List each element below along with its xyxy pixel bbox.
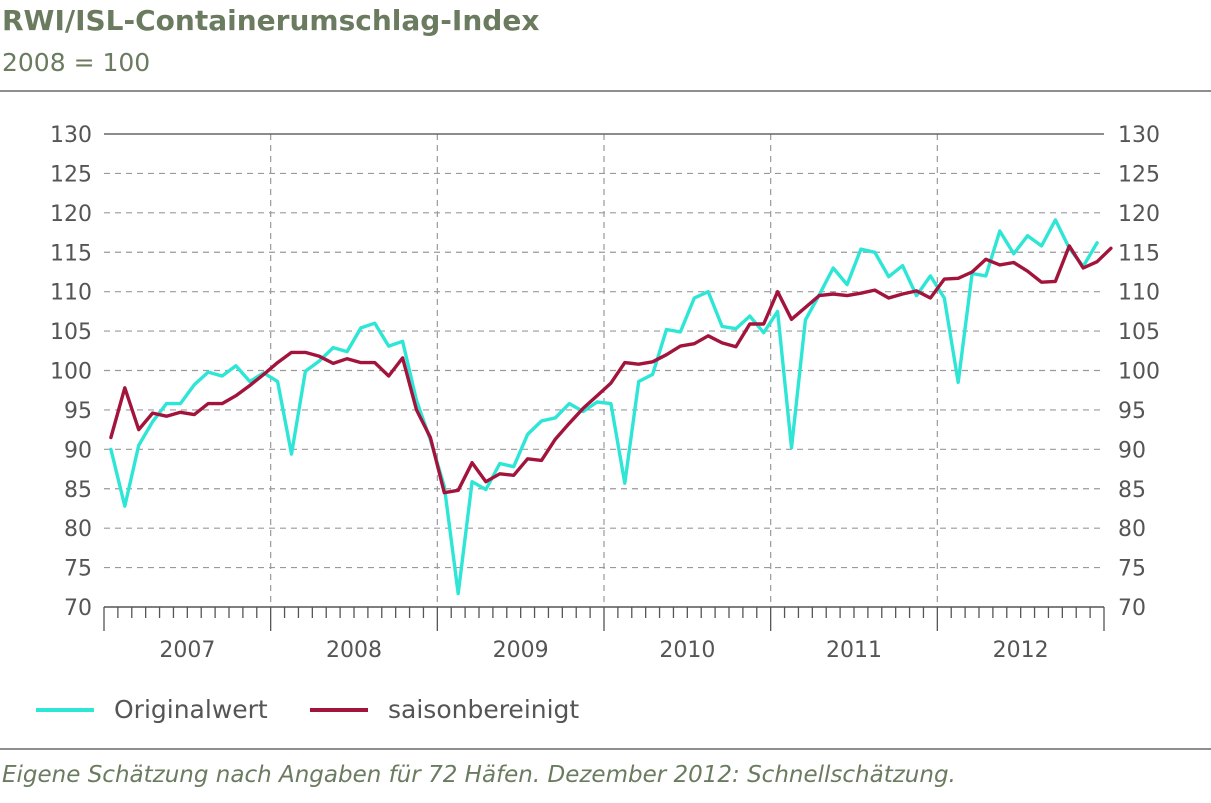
y-tick-label-left: 120 [50, 202, 92, 227]
y-tick-label-left: 125 [50, 162, 92, 187]
y-tick-label-right: 95 [1118, 399, 1146, 424]
source-note: Eigene Schätzung nach Angaben für 72 Häf… [2, 762, 956, 788]
y-tick-label-right: 120 [1118, 202, 1160, 227]
y-tick-label-right: 70 [1118, 596, 1146, 621]
x-tick-label: 2008 [326, 638, 382, 663]
y-tick-label-left: 130 [50, 123, 92, 148]
series-line-original [109, 218, 1099, 596]
x-tick-label: 2007 [159, 638, 215, 663]
y-tick-label-right: 90 [1118, 438, 1146, 463]
y-tick-label-right: 115 [1118, 241, 1160, 266]
y-tick-label-right: 125 [1118, 162, 1160, 187]
y-tick-label-left: 115 [50, 241, 92, 266]
bottom-divider [0, 748, 1211, 750]
y-tick-label-left: 90 [64, 438, 92, 463]
y-tick-label-left: 85 [64, 478, 92, 503]
series-line-saison [109, 244, 1113, 495]
y-tick-label-right: 80 [1118, 517, 1146, 542]
legend-swatch-original [36, 707, 94, 712]
y-tick-label-right: 100 [1118, 360, 1160, 385]
grid-layer [104, 134, 1104, 607]
x-tick-label: 2011 [826, 638, 882, 663]
x-tick-label: 2009 [493, 638, 549, 663]
series-layer [109, 218, 1113, 596]
chart-title: RWI/ISL-Containerumschlag-Index [2, 4, 540, 37]
x-tick-label: 2010 [659, 638, 715, 663]
y-tick-label-left: 80 [64, 517, 92, 542]
legend-swatch-saison [310, 707, 368, 712]
y-tick-label-left: 95 [64, 399, 92, 424]
y-tick-label-left: 105 [50, 320, 92, 345]
y-tick-label-left: 110 [50, 281, 92, 306]
chart-subtitle: 2008 = 100 [2, 48, 151, 77]
x-tick-label: 2012 [993, 638, 1049, 663]
axis-layer: 70 70 75 75 80 80 85 85 90 90 95 95 100 100 105 105 110 1… [50, 123, 1160, 663]
line-chart: 70 70 75 75 80 80 85 85 90 90 95 95 100 100 105 105 110 1… [50, 123, 1160, 663]
y-tick-label-right: 105 [1118, 320, 1160, 345]
top-divider [0, 90, 1211, 92]
y-tick-label-right: 130 [1118, 123, 1160, 148]
y-tick-label-left: 100 [50, 360, 92, 385]
y-tick-label-left: 75 [64, 557, 92, 582]
y-tick-label-right: 110 [1118, 281, 1160, 306]
y-tick-label-right: 85 [1118, 478, 1146, 503]
y-tick-label-left: 70 [64, 596, 92, 621]
y-tick-label-right: 75 [1118, 557, 1146, 582]
